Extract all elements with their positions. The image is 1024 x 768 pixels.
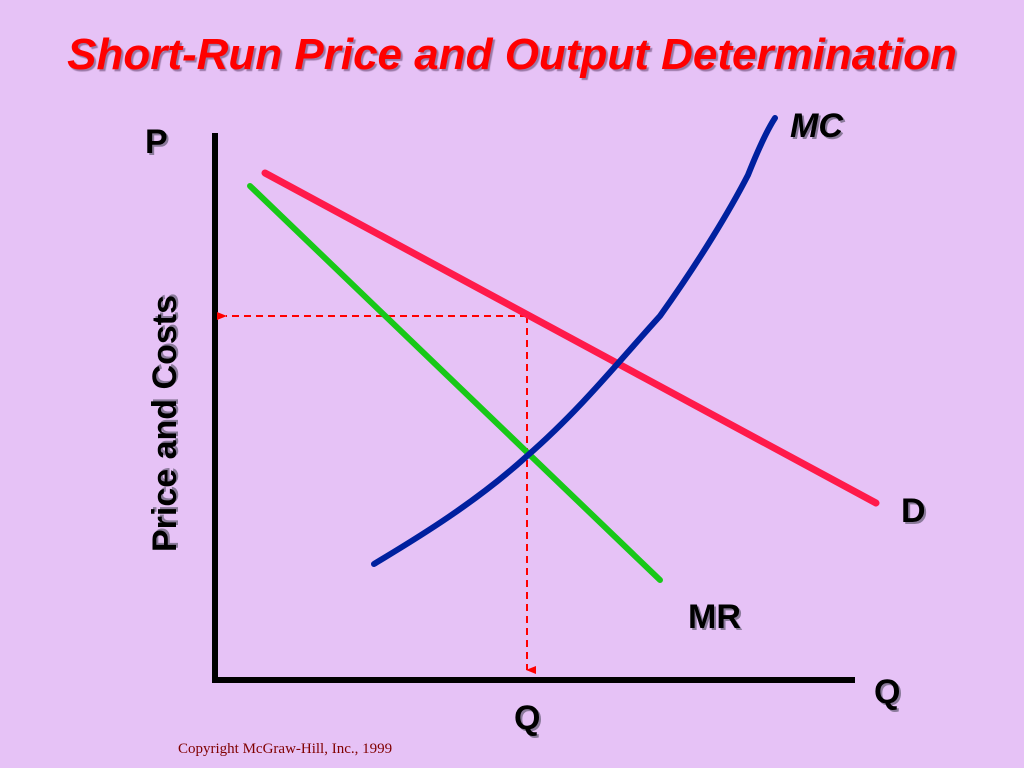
quantity-mark-label: Q [514, 699, 540, 737]
svg-text:MC: MC [792, 109, 845, 147]
slide-title: Short-Run Price and Output Determination [67, 30, 957, 79]
svg-text:Q: Q [876, 675, 902, 713]
svg-text:D: D [903, 494, 928, 532]
y-axis-top-label: P [145, 123, 168, 161]
svg-text:P: P [147, 125, 170, 163]
y-axis-label: Price and Costs [146, 295, 184, 552]
marginal-revenue-curve [247, 183, 663, 583]
mr-label: MR [688, 598, 741, 636]
x-axis-end-label: Q [874, 673, 900, 711]
marginal-cost-curve [371, 115, 778, 567]
demand-curve [261, 169, 880, 507]
svg-text:MR: MR [690, 600, 743, 638]
svg-text:Price and Costs: Price and Costs [148, 293, 186, 550]
demand-label: D [901, 492, 926, 530]
mc-label: MC [790, 107, 843, 145]
copyright-notice: Copyright McGraw-Hill, Inc., 1999 [178, 741, 393, 757]
svg-text:Q: Q [516, 701, 542, 739]
